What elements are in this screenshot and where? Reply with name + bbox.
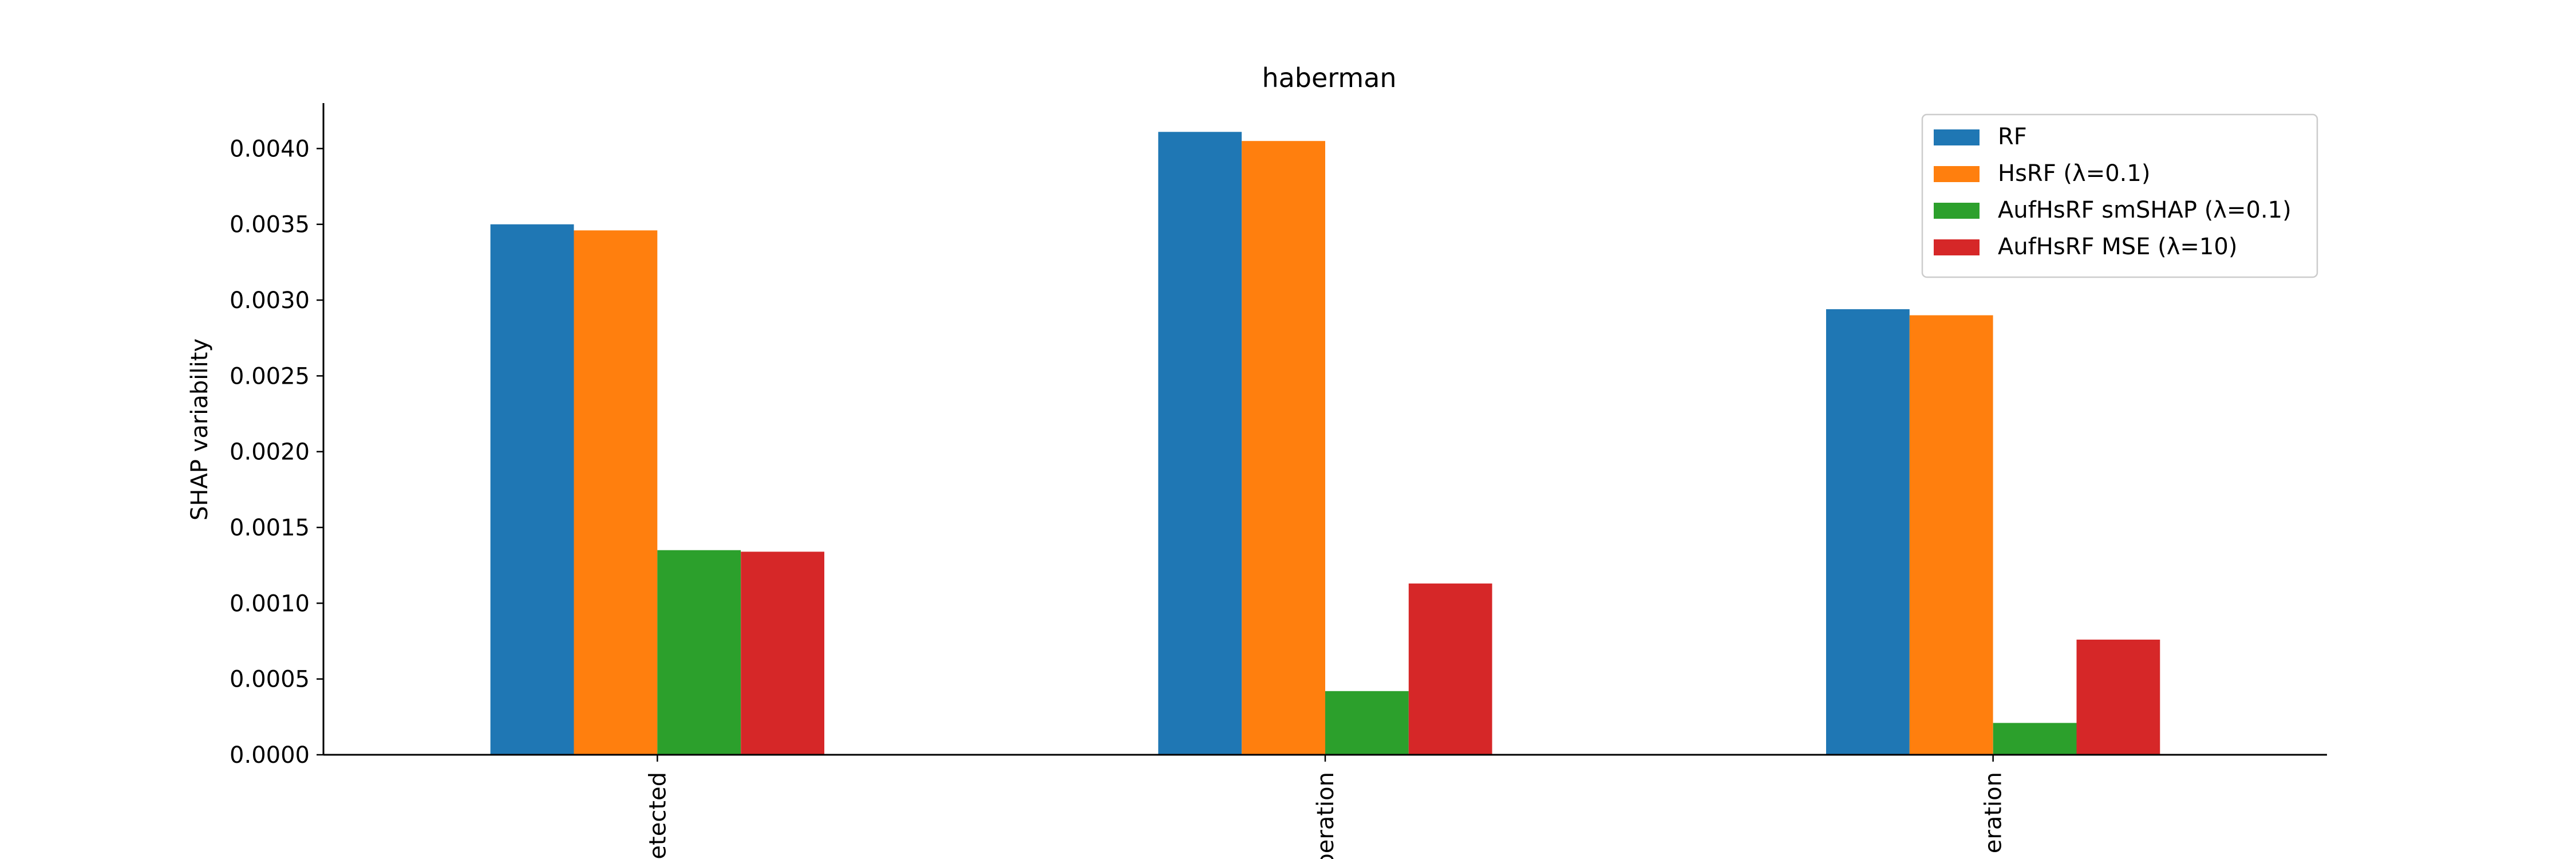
legend-label: RF xyxy=(1998,124,2027,150)
bar-4-2 xyxy=(1408,583,1492,755)
legend-swatch xyxy=(1934,129,1980,145)
bars-group xyxy=(490,132,2160,755)
y-tick-label: 0.0025 xyxy=(230,363,310,389)
x-tick-label: etected xyxy=(645,772,671,859)
legend-frame xyxy=(1921,113,2318,278)
x-tick-label: peration xyxy=(1313,772,1339,859)
bar-3-3 xyxy=(1993,723,2077,755)
bar-3-1 xyxy=(657,550,741,755)
bar-4-1 xyxy=(741,551,824,755)
legend-swatch xyxy=(1934,239,1980,255)
chart-title: haberman xyxy=(1262,62,1396,93)
legend-label: AufHsRF smSHAP (λ=0.1) xyxy=(1998,197,2291,223)
y-tick-label: 0.0040 xyxy=(230,136,310,162)
bar-1-3 xyxy=(1826,309,1910,755)
y-axis: 0.0000 0.0005 0.0010 0.0015 0.0020 0.0025 0.00… xyxy=(230,103,325,769)
bar-2-3 xyxy=(1909,315,1993,755)
y-axis-label: SHAP variability xyxy=(187,338,213,521)
x-tick-label: eration xyxy=(1981,772,2007,853)
legend: RF HsRF (λ=0.1) AufHsRF smSHAP (λ=0.1) AufH… xyxy=(1921,113,2318,278)
x-axis: etected peration eration xyxy=(323,754,2327,859)
bar-1-1 xyxy=(490,224,574,755)
legend-swatch xyxy=(1934,166,1980,182)
y-tick-label: 0.0005 xyxy=(230,667,310,693)
y-tick-label: 0.0020 xyxy=(230,439,310,466)
bar-2-1 xyxy=(574,230,658,755)
y-tick-label: 0.0010 xyxy=(230,590,310,617)
bar-2-2 xyxy=(1242,141,1325,755)
y-tick-label: 0.0015 xyxy=(230,515,310,541)
y-tick-label: 0.0000 xyxy=(230,742,310,769)
y-tick-label: 0.0030 xyxy=(230,287,310,314)
legend-label: HsRF (λ=0.1) xyxy=(1998,160,2150,187)
y-tick-label: 0.0035 xyxy=(230,212,310,238)
bar-1-2 xyxy=(1158,132,1242,755)
legend-swatch xyxy=(1934,203,1980,219)
bar-4-3 xyxy=(2076,639,2160,755)
legend-label: AufHsRF MSE (λ=10) xyxy=(1998,234,2237,260)
bar-3-2 xyxy=(1325,691,1409,755)
